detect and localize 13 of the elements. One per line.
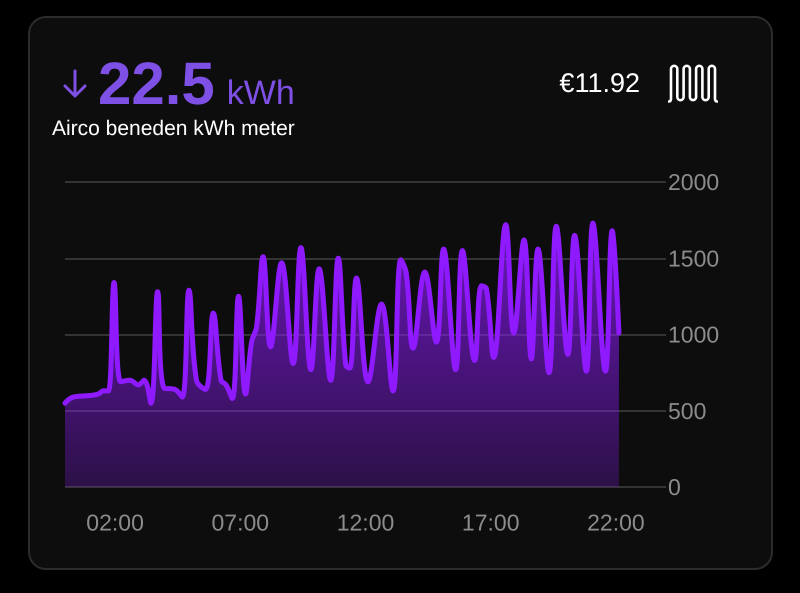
x-tick-label: 02:00 [86,510,144,536]
x-tick-label: 17:00 [462,510,520,536]
x-tick-label: 22:00 [587,510,645,536]
text: €11.92 [559,68,640,98]
y-tick-label: 1500 [668,245,720,272]
chart-title: 22.5 kWh [98,50,295,117]
x-tick-label: 07:00 [212,510,270,536]
y-tick-label: 0 [668,474,681,500]
chart-subtitle: Airco beneden kWh meter [52,117,295,141]
y-tick-label: 500 [668,398,706,424]
x-tick-label: 12:00 [336,510,394,536]
y-tick-label: 1000 [668,322,720,348]
y-tick-label: 2000 [668,169,720,195]
